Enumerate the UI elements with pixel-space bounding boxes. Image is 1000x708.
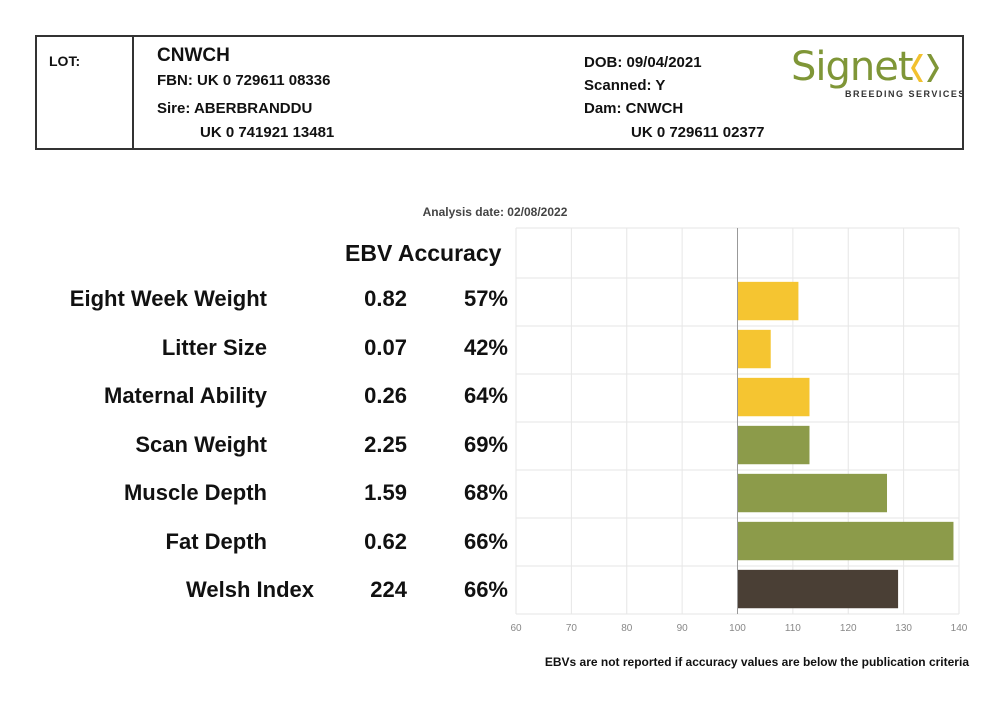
x-tick-label: 80 (621, 623, 633, 634)
accuracy-value: 64% (463, 383, 508, 408)
trait-label: Maternal Ability (104, 383, 267, 408)
animal-name: CNWCH (157, 45, 230, 66)
ebv-accuracy-header: EBV Accuracy (345, 240, 502, 266)
sire-name: Sire: ABERBRANDDU (157, 100, 313, 117)
ebv-value: 2.25 (364, 431, 407, 457)
logo-subtitle: BREEDING SERVICES (845, 89, 966, 99)
accuracy-value: 57% (463, 286, 508, 311)
accuracy-value: 66% (463, 577, 508, 602)
x-tick-label: 130 (895, 623, 912, 634)
bar-maternal-ability (737, 377, 810, 417)
lot-label: LOT: (49, 53, 81, 69)
bar-scan-weight (737, 425, 810, 465)
trait-label: Litter Size (161, 334, 267, 360)
ebv-value: 224 (370, 577, 407, 602)
logo-wordmark: Signet (791, 44, 914, 90)
accuracy-value: 66% (463, 528, 508, 554)
x-tick-label: 120 (840, 623, 857, 634)
dam-name: Dam: CNWCH (584, 100, 684, 117)
dam-id: UK 0 729611 02377 (631, 124, 765, 141)
ebv-value: 0.26 (364, 383, 407, 408)
scanned-status: Scanned: Y (584, 77, 666, 94)
ebv-value: 0.82 (364, 286, 407, 311)
bar-welsh-index (737, 569, 899, 609)
accuracy-value: 69% (463, 431, 508, 457)
x-tick-label: 90 (677, 623, 689, 634)
x-tick-label: 60 (510, 623, 522, 634)
publication-footnote: EBVs are not reported if accuracy values… (544, 655, 969, 669)
bar-litter-size (737, 329, 771, 369)
animal-header-box: LOT: CNWCH FBN: UK 0 729611 08336 Sire: … (35, 35, 964, 150)
bar-muscle-depth (737, 473, 888, 513)
trait-label: Welsh Index (186, 577, 314, 602)
ebv-value: 0.62 (364, 528, 407, 554)
sire-id: UK 0 741921 13481 (200, 124, 335, 141)
ebv-value: 1.59 (364, 480, 407, 505)
bar-eight-week-weight (737, 281, 799, 321)
x-tick-label: 70 (566, 623, 578, 634)
trait-label: Eight Week Weight (69, 286, 267, 311)
accuracy-value: 42% (463, 334, 508, 360)
x-tick-label: 110 (785, 623, 801, 634)
x-tick-label: 100 (729, 623, 746, 634)
trait-label: Fat Depth (165, 528, 267, 554)
ebv-value: 0.07 (364, 334, 407, 360)
chevron-logo-icon (911, 54, 939, 82)
date-of-birth: DOB: 09/04/2021 (584, 54, 702, 71)
flock-book-number: FBN: UK 0 729611 08336 (157, 72, 331, 89)
trait-label: Scan Weight (135, 431, 267, 457)
bar-fat-depth (737, 521, 954, 561)
x-tick-label: 140 (951, 623, 968, 634)
analysis-date: Analysis date: 02/08/2022 (422, 205, 568, 219)
signet-logo: Signet BREEDING SERVICES (791, 44, 964, 101)
trait-label: Muscle Depth (123, 480, 267, 505)
header-divider (132, 37, 134, 148)
accuracy-value: 68% (463, 480, 508, 505)
